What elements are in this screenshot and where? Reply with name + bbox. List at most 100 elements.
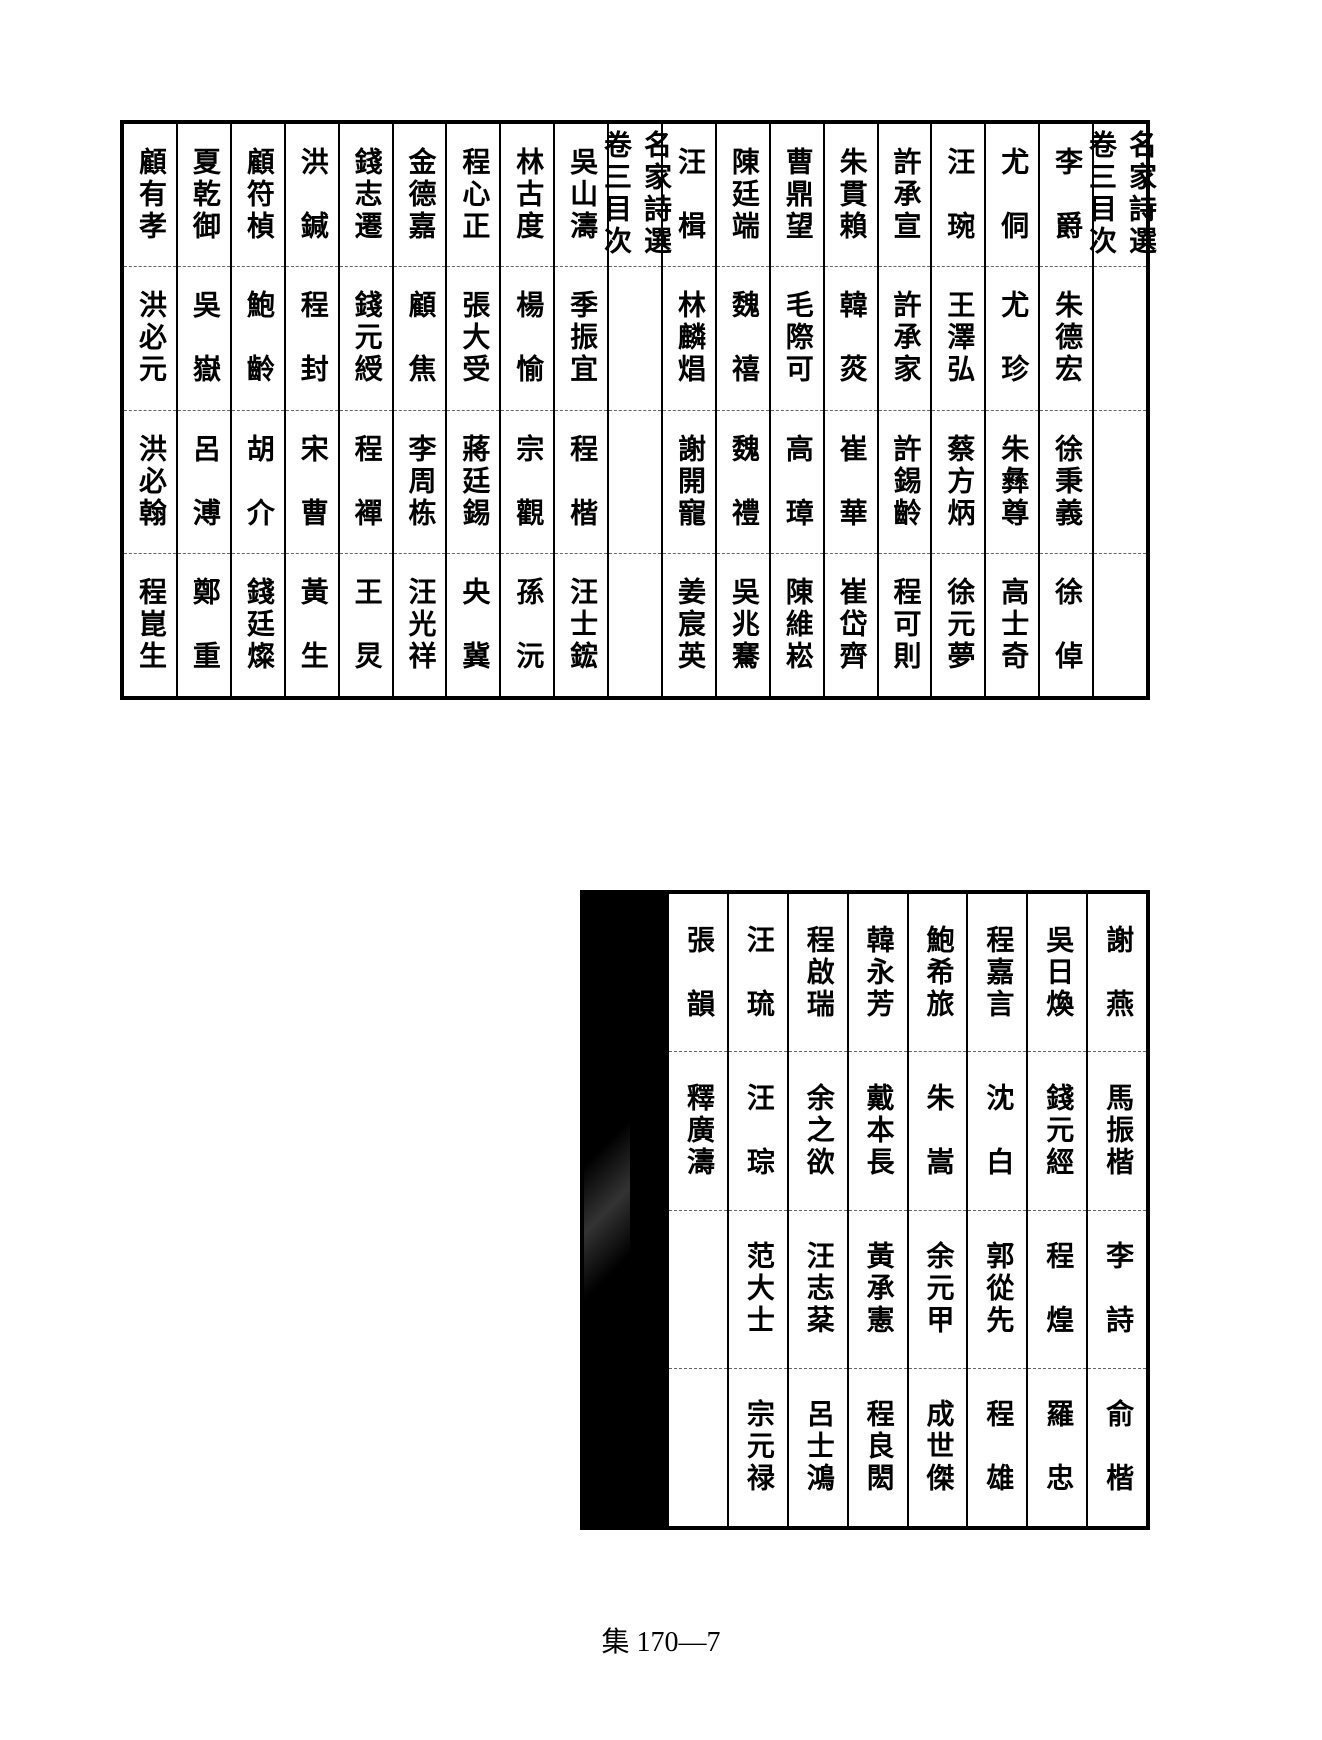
- name-cell: 戴本長: [849, 1052, 907, 1210]
- name-cell: 鮑 齡: [232, 267, 284, 410]
- name-cell: [609, 554, 661, 696]
- table-column: 朱貫賴韓 菼崔 華崔岱齊: [823, 124, 877, 696]
- table-column: 許承宣許承家許錫齡程可則: [877, 124, 931, 696]
- name-cell: [1094, 267, 1146, 410]
- table-column: 謝 燕馬振楷李 詩俞 楷: [1086, 894, 1146, 1526]
- name-cell: 范大士: [729, 1211, 787, 1369]
- name-cell: 汪 楫: [663, 124, 715, 267]
- name-cell: 顧有孝: [124, 124, 176, 267]
- name-cell: 季振宜: [555, 267, 607, 410]
- damaged-column: [630, 894, 667, 1526]
- name-cell: 張 韻: [669, 894, 727, 1052]
- name-cell: 許承家: [879, 267, 931, 410]
- table-column: 曹鼎望毛際可高 璋陳維崧: [769, 124, 823, 696]
- name-cell: 王澤弘: [932, 267, 984, 410]
- name-cell: 高 璋: [771, 411, 823, 554]
- name-cell: 汪 琉: [729, 894, 787, 1052]
- name-cell: [1094, 411, 1146, 554]
- name-cell: 羅 忠: [1028, 1369, 1086, 1526]
- name-cell: 程 楷: [555, 411, 607, 554]
- table-column: 顧有孝洪必元洪必翰程崑生: [124, 124, 176, 696]
- name-cell: 黃 生: [286, 554, 338, 696]
- name-cell: [609, 411, 661, 554]
- name-cell: 程 封: [286, 267, 338, 410]
- name-cell: 徐秉義: [1040, 411, 1092, 554]
- name-cell: 程 襌: [340, 411, 392, 554]
- table-column: 汪 楫林麟焻謝開寵姜宸英: [661, 124, 715, 696]
- name-cell: 名家詩選卷三目次: [1094, 124, 1146, 267]
- name-cell: 汪 琮: [729, 1052, 787, 1210]
- name-cell: 錢志遷: [340, 124, 392, 267]
- name-cell: 釋廣濤: [669, 1052, 727, 1210]
- name-cell: 程嘉言: [968, 894, 1026, 1052]
- table-column: 程心正張大受蔣廷錫央 冀: [445, 124, 499, 696]
- name-cell: 程心正: [447, 124, 499, 267]
- name-cell: 程啟瑞: [789, 894, 847, 1052]
- name-cell: 朱 嵩: [909, 1052, 967, 1210]
- name-cell: 許承宣: [879, 124, 931, 267]
- table-column: 尤 侗尤 珍朱彝尊高士奇: [984, 124, 1038, 696]
- name-cell: 洪 鍼: [286, 124, 338, 267]
- name-cell: 名家詩選卷三目次: [609, 124, 661, 267]
- name-cell: [669, 1369, 727, 1526]
- name-cell: 余之欲: [789, 1052, 847, 1210]
- name-cell: 李周栋: [394, 411, 446, 554]
- name-cell: 韓永芳: [849, 894, 907, 1052]
- name-cell: 余元甲: [909, 1211, 967, 1369]
- name-cell: 汪士鋐: [555, 554, 607, 696]
- name-cell: 曹鼎望: [771, 124, 823, 267]
- table-column: 林古度楊 愉宗 觀孫 沅: [499, 124, 553, 696]
- top-name-table: 名家詩選卷三目次李 爵朱德宏徐秉義徐 倬尤 侗尤 珍朱彝尊高士奇汪 琬王澤弘蔡方…: [120, 120, 1150, 700]
- name-cell: 林古度: [501, 124, 553, 267]
- name-cell: 韓 菼: [825, 267, 877, 410]
- name-cell: 金德嘉: [394, 124, 446, 267]
- name-cell: 謝開寵: [663, 411, 715, 554]
- name-cell: 毛際可: [771, 267, 823, 410]
- name-cell: 程 雄: [968, 1369, 1026, 1526]
- table-column: 顧符楨鮑 齡胡 介錢廷燦: [230, 124, 284, 696]
- page-footer: 集 170—7: [0, 1620, 1322, 1660]
- table-column: 張 韻釋廣濤: [667, 894, 727, 1526]
- name-cell: 夏乾御: [178, 124, 230, 267]
- name-cell: 黃承憲: [849, 1211, 907, 1369]
- name-cell: 汪 琬: [932, 124, 984, 267]
- name-cell: 尤 珍: [986, 267, 1038, 410]
- name-cell: 汪志棻: [789, 1211, 847, 1369]
- name-cell: 顧符楨: [232, 124, 284, 267]
- table-column: 程嘉言沈 白郭從先程 雄: [966, 894, 1026, 1526]
- footer-text: 集 170—7: [601, 1627, 720, 1658]
- name-cell: 呂 溥: [178, 411, 230, 554]
- table-column: 錢志遷錢元綬程 襌王 炅: [338, 124, 392, 696]
- name-cell: 楊 愉: [501, 267, 553, 410]
- name-cell: 蔡方炳: [932, 411, 984, 554]
- name-cell: 錢元經: [1028, 1052, 1086, 1210]
- name-cell: 吳日煥: [1028, 894, 1086, 1052]
- name-cell: 尤 侗: [986, 124, 1038, 267]
- name-cell: 魏 禧: [717, 267, 769, 410]
- name-cell: [1094, 554, 1146, 696]
- table-column: 陳廷端魏 禧魏 禮吳兆騫: [715, 124, 769, 696]
- name-cell: 高士奇: [986, 554, 1038, 696]
- table-column: 名家詩選卷三目次: [607, 124, 661, 696]
- table-column: 鮑希旅朱 嵩余元甲成世傑: [907, 894, 967, 1526]
- name-cell: 蔣廷錫: [447, 411, 499, 554]
- name-cell: 朱德宏: [1040, 267, 1092, 410]
- name-cell: 許錫齡: [879, 411, 931, 554]
- name-cell: 魏 禮: [717, 411, 769, 554]
- bottom-name-table: 謝 燕馬振楷李 詩俞 楷吳日煥錢元經程 煌羅 忠程嘉言沈 白郭從先程 雄鮑希旅朱…: [580, 890, 1150, 1530]
- name-cell: 洪必翰: [124, 411, 176, 554]
- name-cell: 吳兆騫: [717, 554, 769, 696]
- name-cell: 呂士鴻: [789, 1369, 847, 1526]
- name-cell: 張大受: [447, 267, 499, 410]
- damaged-column: [584, 894, 630, 1526]
- name-cell: 鮑希旅: [909, 894, 967, 1052]
- name-cell: 宗元禄: [729, 1369, 787, 1526]
- name-cell: 錢廷燦: [232, 554, 284, 696]
- name-cell: 俞 楷: [1088, 1369, 1146, 1526]
- table-column: 金德嘉顧 焦李周栋汪光祥: [392, 124, 446, 696]
- name-cell: 陳廷端: [717, 124, 769, 267]
- table-column: 夏乾御吳 嶽呂 溥鄭 重: [176, 124, 230, 696]
- name-cell: 朱彝尊: [986, 411, 1038, 554]
- table-column: 名家詩選卷三目次: [1092, 124, 1146, 696]
- name-cell: 吳 嶽: [178, 267, 230, 410]
